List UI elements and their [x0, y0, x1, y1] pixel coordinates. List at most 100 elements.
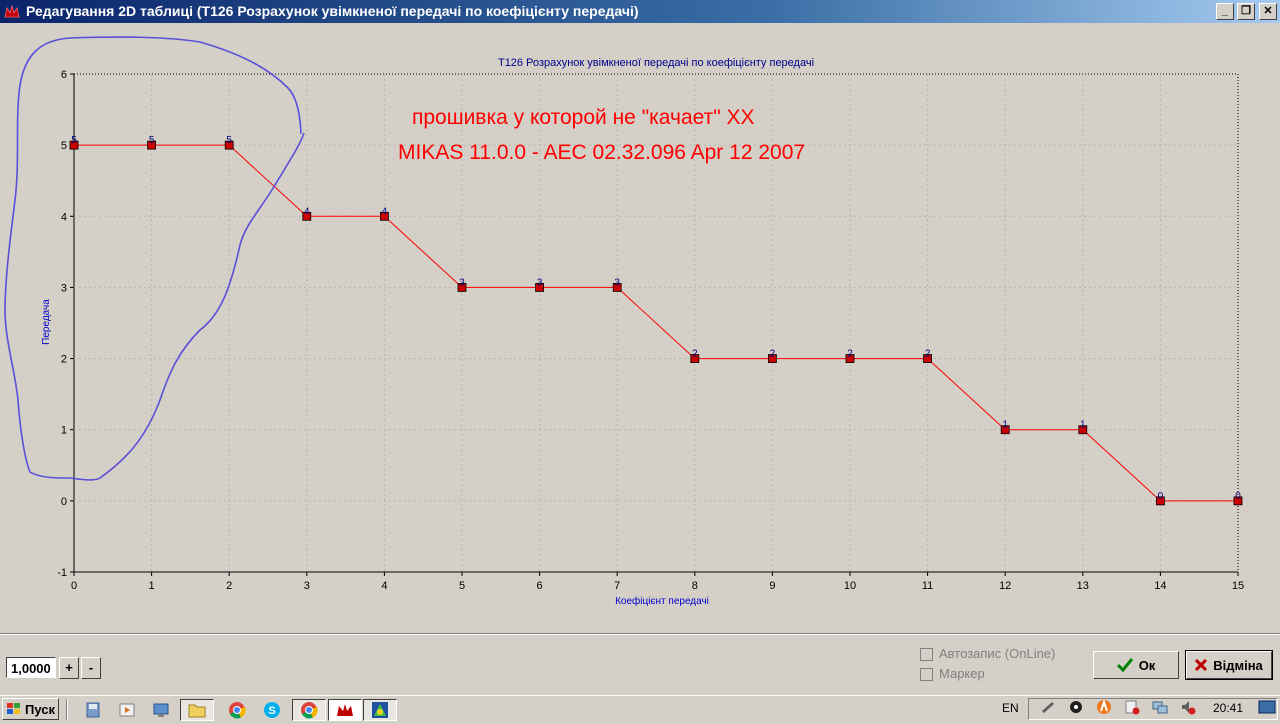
- cancel-label: Відміна: [1213, 657, 1263, 673]
- y-tick-label: 6: [61, 69, 67, 81]
- ok-label: Ок: [1138, 657, 1156, 673]
- data-point-label: 5: [226, 135, 232, 146]
- settings-app-icon[interactable]: [363, 699, 397, 721]
- data-point-label: 3: [614, 277, 620, 288]
- data-point-marker: [535, 283, 544, 292]
- minimize-button[interactable]: _: [1216, 3, 1234, 20]
- x-tick-label: 8: [692, 580, 698, 592]
- data-point-marker: [923, 354, 932, 363]
- data-point-label: 2: [847, 349, 853, 360]
- close-button[interactable]: ✕: [1259, 3, 1277, 20]
- data-point-label: 2: [925, 349, 931, 360]
- x-tick-label: 1: [149, 580, 155, 592]
- data-point-marker: [1078, 425, 1088, 435]
- taskbar-separator: [66, 699, 68, 720]
- data-point-marker: [1156, 496, 1165, 506]
- flag-tray-icon[interactable]: [1124, 699, 1140, 715]
- chart-title: T126 Розрахунок увімкненої передачі по к…: [498, 57, 814, 69]
- autosave-checkbox[interactable]: [920, 648, 933, 662]
- data-point-marker: [1000, 425, 1010, 435]
- x-tick-label: 13: [1077, 580, 1089, 592]
- chrome-icon[interactable]: [220, 699, 254, 721]
- data-point-marker: [379, 211, 389, 221]
- x-tick-label: 3: [304, 580, 310, 592]
- svg-text:S: S: [268, 705, 275, 717]
- y-tick-label: 1: [61, 425, 67, 437]
- desktop-icon[interactable]: [144, 699, 178, 721]
- network-tray-icon[interactable]: [1152, 699, 1168, 715]
- marker-checkbox[interactable]: [920, 668, 933, 682]
- data-point-label: 3: [537, 277, 543, 288]
- chrome-window-icon[interactable]: [292, 699, 326, 721]
- skype-icon[interactable]: S: [255, 699, 289, 721]
- data-point-label: 1: [1080, 420, 1086, 431]
- media-player-icon[interactable]: [110, 699, 144, 721]
- x-tick-label: 15: [1232, 580, 1244, 592]
- avast-tray-icon[interactable]: [1096, 699, 1112, 715]
- autosave-label: Автозапис (OnLine): [939, 646, 1056, 661]
- maximize-button[interactable]: ❐: [1237, 3, 1255, 20]
- data-point-marker: [612, 283, 622, 292]
- antivirus-tray-icon[interactable]: [1068, 699, 1084, 715]
- start-button[interactable]: Пуск: [2, 698, 59, 720]
- editor-crown-icon[interactable]: [328, 699, 362, 721]
- marker-label: Маркер: [939, 666, 985, 681]
- data-point-label: 2: [770, 349, 776, 360]
- hand-drawn-circle-annotation: [4, 36, 305, 481]
- pen-tray-icon[interactable]: [1040, 699, 1056, 715]
- x-tick-label: 12: [999, 580, 1011, 592]
- clock: 20:41: [1213, 701, 1244, 715]
- autosave-checkbox-row[interactable]: Автозапис (OnLine): [920, 646, 1056, 662]
- decrement-button[interactable]: -: [81, 657, 101, 679]
- x-tick-label: 7: [614, 580, 620, 592]
- increment-button[interactable]: +: [59, 657, 79, 679]
- start-label: Пуск: [25, 701, 55, 717]
- data-point-label: 4: [382, 206, 388, 217]
- x-tick-label: 14: [1154, 580, 1166, 592]
- x-tick-label: 0: [71, 580, 77, 592]
- cancel-button[interactable]: Відміна: [1185, 650, 1273, 680]
- marker-checkbox-row[interactable]: Маркер: [920, 666, 985, 682]
- y-tick-label: 2: [61, 354, 67, 366]
- data-point-marker: [147, 140, 157, 150]
- divider: [0, 633, 1280, 635]
- data-point-label: 3: [459, 277, 465, 288]
- window-title: Редагування 2D таблиці (T126 Розрахунок …: [26, 3, 639, 19]
- data-point-marker: [302, 211, 312, 221]
- x-tick-label: 2: [226, 580, 232, 592]
- cross-icon: [1195, 659, 1208, 671]
- y-tick-label: -1: [57, 567, 67, 579]
- step-value-field[interactable]: 1,0000: [6, 657, 56, 678]
- y-tick-label: 5: [61, 140, 67, 152]
- data-point-marker: [845, 354, 855, 363]
- red-annotation: MIKAS 11.0.0 - AEC 02.32.096 Apr 12 2007: [398, 141, 805, 164]
- x-tick-label: 9: [769, 580, 775, 592]
- red-annotation: прошивка у которой не "качает" XX: [412, 106, 755, 129]
- data-point-marker: [224, 140, 234, 150]
- ok-button[interactable]: Ок: [1093, 651, 1179, 679]
- data-point-marker: [768, 354, 777, 363]
- y-tick-label: 4: [61, 211, 67, 223]
- windows-logo-icon: [7, 703, 20, 714]
- data-point-marker: [690, 354, 700, 363]
- data-point-marker: [457, 283, 467, 292]
- series-line: [74, 144, 1238, 502]
- data-point-marker: [1233, 496, 1243, 506]
- data-point-label: 0: [1235, 491, 1241, 502]
- x-tick-label: 11: [922, 580, 933, 592]
- language-indicator[interactable]: EN: [1002, 701, 1019, 715]
- data-point-label: 4: [304, 206, 310, 217]
- x-axis-title: Коефіцієнт передачі: [615, 595, 709, 607]
- data-point-label: 0: [1158, 491, 1164, 502]
- data-point-label: 2: [692, 349, 698, 360]
- title-bar: Редагування 2D таблиці (T126 Розрахунок …: [0, 0, 1280, 23]
- explorer-icon[interactable]: [180, 699, 214, 721]
- x-tick-label: 10: [844, 580, 856, 592]
- volume-muted-tray-icon[interactable]: [1180, 699, 1196, 715]
- x-tick-label: 6: [537, 580, 543, 592]
- disk-app-icon[interactable]: [76, 699, 110, 721]
- data-point-label: 5: [71, 135, 77, 146]
- show-desktop-icon[interactable]: [1258, 699, 1276, 715]
- checkmark-icon: [1116, 658, 1133, 672]
